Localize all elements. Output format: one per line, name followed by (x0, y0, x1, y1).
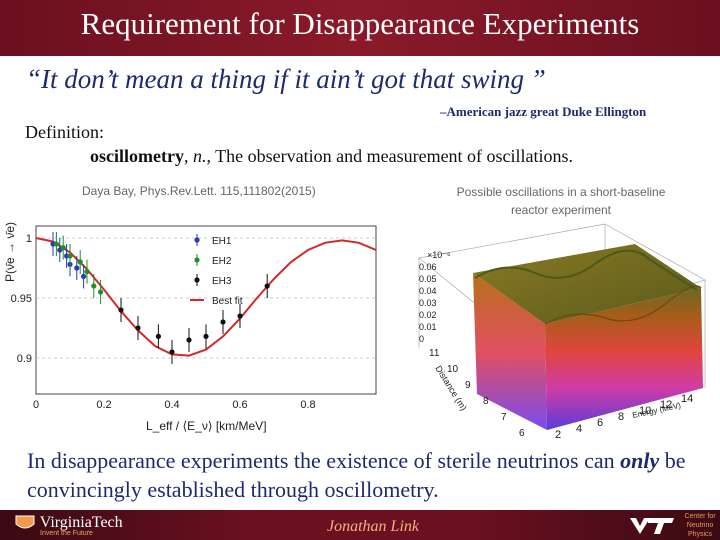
definition-line: oscillometry, n., The observation and me… (90, 146, 574, 166)
data-point-eh3 (220, 319, 226, 325)
z-tick-label: 0 (419, 334, 424, 344)
energy-tick-label: 6 (597, 417, 603, 429)
data-point-eh3 (135, 325, 141, 331)
survival-probability-chart: 0.9 0.95 1 0 0.2 0.4 0.6 0.8 P(ν̄e → ν̄e) L_eff… (3, 222, 377, 433)
x-tick-label: 0 (33, 399, 39, 411)
conclusion-text: In disappearance experiments the existen… (27, 446, 707, 504)
energy-tick-label: 14 (681, 393, 693, 405)
data-point-eh1 (81, 273, 87, 279)
conclusion-emphasis: only (620, 448, 660, 473)
data-point-eh3 (169, 349, 175, 355)
definition-heading: Definition: (25, 122, 104, 142)
x-tick-label: 0.2 (96, 399, 111, 411)
data-point-eh3 (264, 283, 270, 289)
energy-tick-label: 2 (555, 429, 561, 440)
z-tick-label: 0.05 (419, 274, 437, 284)
data-point-eh3 (237, 313, 243, 319)
data-point-eh3 (155, 333, 161, 339)
data-point-eh1 (74, 265, 80, 271)
energy-tick-label: 12 (660, 399, 672, 411)
definition-text: , The observation and measurement of osc… (206, 146, 574, 166)
quote: “It don’t mean a thing if it ain’t got t… (26, 64, 546, 94)
shield-icon (15, 515, 35, 529)
plot-frame (35, 225, 377, 395)
distance-tick-label: 8 (483, 396, 489, 407)
distance-tick-label: 10 (447, 364, 459, 375)
legend-swatch (194, 257, 200, 263)
x-tick-label: 0.4 (164, 399, 179, 411)
data-point-eh3 (186, 337, 192, 343)
surface-tick-labels: 0.06 0.05 0.04 0.03 0.02 0.01 0 2 4 6 8 10 12 14 11 10 9… (419, 262, 693, 440)
y-tick-label: 0.95 (11, 293, 32, 305)
y-axis-label: P(ν̄e → ν̄e) (3, 222, 17, 282)
definition-term: oscillometry (90, 146, 184, 166)
data-point-eh2 (84, 269, 90, 275)
z-tick-label: 0.04 (419, 286, 437, 296)
logo-text: VirginiaTech (39, 514, 123, 531)
z-scale-label: ×10⁻⁶ (427, 250, 451, 260)
legend-label: EH3 (212, 276, 232, 287)
data-point-eh2 (53, 241, 60, 247)
surface-top (473, 244, 701, 324)
legend-swatch (194, 277, 200, 283)
attribution: –American jazz great Duke Ellington (440, 104, 647, 119)
x-axis-label: L_eff / ⟨E_ν⟩ [km/MeV] (146, 419, 267, 433)
z-tick-label: 0.01 (419, 322, 437, 332)
distance-tick-label: 6 (519, 428, 525, 439)
logo-tagline: Invent the Future (40, 530, 93, 537)
presenter-name: Jonathan Link (327, 518, 419, 535)
x-tick-label: 0.6 (232, 399, 247, 411)
z-tick-label: 0.03 (419, 298, 437, 308)
virginia-tech-logo: VirginiaTech (14, 514, 123, 532)
footer-bar (0, 510, 720, 540)
definition-pos: n. (192, 146, 207, 166)
z-tick-label: 0.06 (419, 262, 437, 272)
center-name: Center for Neutrino Physics (684, 513, 716, 538)
data-point-eh2 (77, 259, 83, 265)
citation: Daya Bay, Phys.Rev.Lett. 115,111802(2015… (82, 184, 316, 198)
data-point-eh2 (60, 245, 66, 251)
data-marks (35, 232, 377, 364)
y-tick-label: 0.9 (17, 353, 32, 365)
legend-label: Best fit (212, 296, 243, 307)
legend-label: EH1 (212, 236, 232, 247)
conclusion-post: be convincingly established through osci… (27, 448, 686, 502)
data-point-eh3 (118, 307, 124, 313)
tick-labels: 0.9 0.95 1 0 0.2 0.4 0.6 0.8 (11, 233, 316, 411)
surface-3d-chart: 0.06 0.05 0.04 0.03 0.02 0.01 0 2 4 6 8 10 12 14 11 10 9… (418, 223, 706, 440)
legend-label: EH2 (212, 256, 232, 267)
legend-swatch (194, 237, 200, 243)
possible-caption: Possible oscillations in a short-baselin… (456, 185, 666, 217)
plot-grid (36, 237, 376, 359)
surface-front-left (473, 273, 547, 430)
title-bar (0, 0, 720, 56)
energy-tick-label: 8 (618, 411, 624, 423)
legend: EH1 EH2 EH3 Best fit (190, 234, 243, 307)
data-point-eh2 (67, 253, 73, 259)
distance-tick-label: 7 (501, 412, 507, 423)
data-point-eh3 (203, 333, 209, 339)
energy-tick-label: 4 (576, 423, 582, 435)
vt-monogram-icon (630, 518, 674, 534)
x-tick-label: 0.8 (300, 399, 315, 411)
y-tick-label: 1 (26, 233, 32, 245)
distance-tick-label: 11 (429, 348, 440, 359)
conclusion-pre: In disappearance experiments the existen… (27, 448, 621, 473)
z-tick-label: 0.02 (419, 310, 437, 320)
surface-front-right (545, 288, 703, 430)
data-point-eh2 (91, 283, 97, 289)
page-title: Requirement for Disappearance Experiment… (80, 6, 640, 41)
series-line-best-fit (35, 237, 377, 357)
energy-tick-label: 10 (639, 405, 651, 417)
data-point-eh2 (98, 289, 104, 295)
distance-tick-label: 9 (465, 380, 471, 391)
